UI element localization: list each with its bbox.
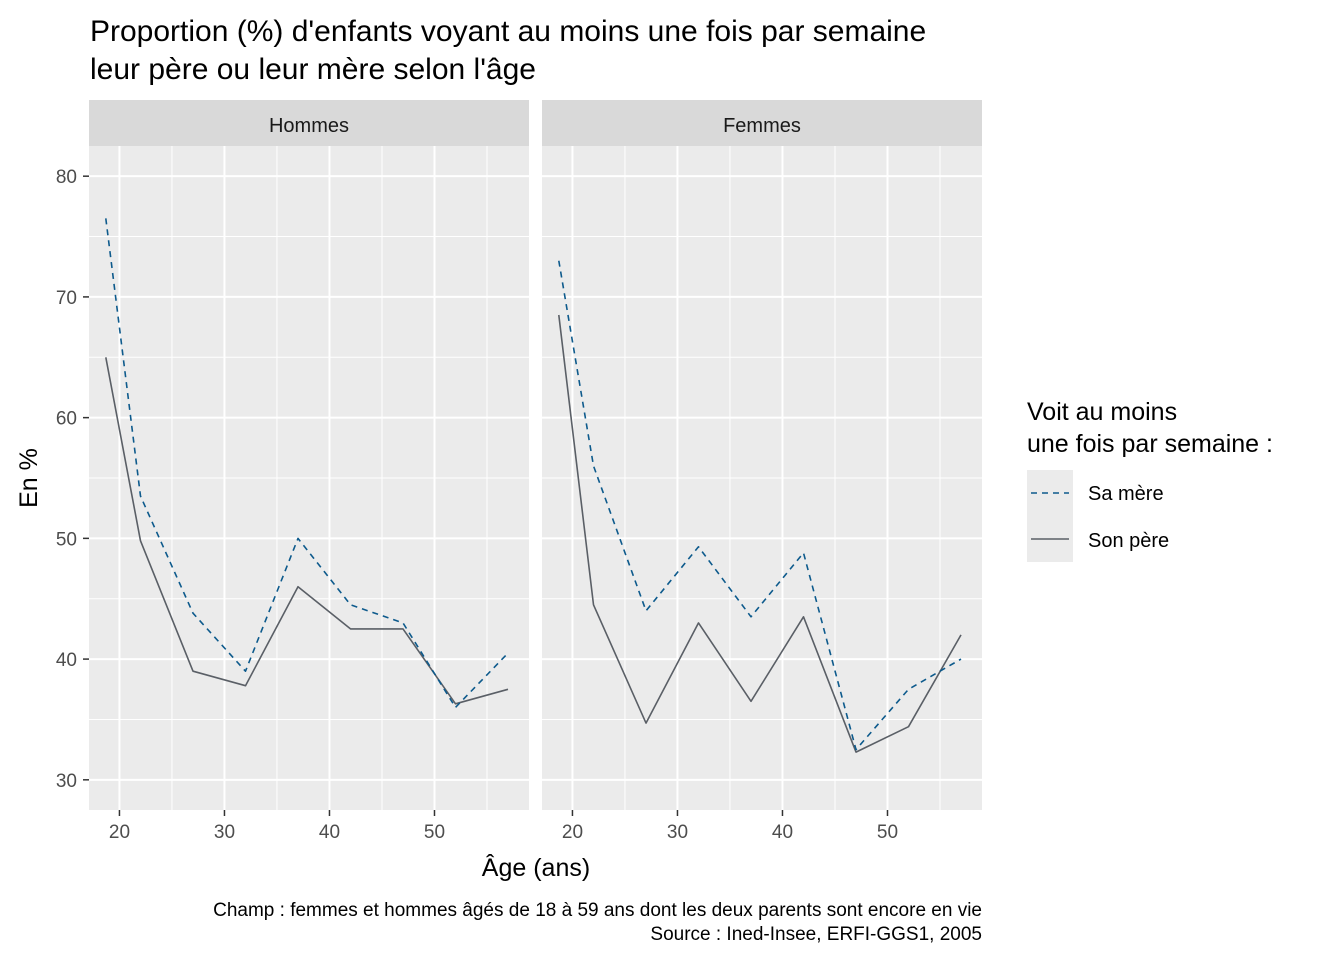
- caption-source: Source : Ined-Insee, ERFI-GGS1, 2005: [650, 924, 982, 945]
- legend-label-sa-mere: Sa mère: [1088, 483, 1164, 505]
- strip-hommes: [89, 100, 529, 146]
- y-tick-label: 50: [56, 529, 77, 550]
- y-tick-label: 60: [56, 409, 77, 430]
- series-line-son-pere-femmes: [558, 314, 962, 753]
- y-axis-title: En %: [15, 448, 43, 508]
- x-tick-label: 20: [562, 822, 583, 843]
- x-tick-label: 50: [424, 822, 445, 843]
- chart-title-line-1: Proportion (%) d'enfants voyant au moins…: [90, 15, 926, 48]
- legend: Voit au moins une fois par semaine : Sa …: [1027, 398, 1273, 562]
- strip-label-femmes: Femmes: [723, 115, 801, 137]
- x-axis-title: Âge (ans): [482, 853, 590, 882]
- legend-key-background: [1027, 470, 1073, 562]
- x-tick-label: 30: [214, 822, 235, 843]
- x-tick-label: 40: [772, 822, 793, 843]
- y-tick-label: 80: [56, 167, 77, 188]
- y-axis: 30 40 50 60 70 80: [56, 167, 89, 792]
- panels: Hommes 20 30 40 50 Femmes 20 30 40 50: [89, 100, 982, 843]
- legend-title-line-2: une fois par semaine :: [1027, 430, 1273, 458]
- legend-title-line-1: Voit au moins: [1027, 398, 1177, 426]
- series-line-sa-mere-hommes: [105, 218, 509, 709]
- legend-label-son-pere: Son père: [1088, 530, 1169, 552]
- y-tick-label: 30: [56, 771, 77, 792]
- chart-title-line-2: leur père ou leur mère selon l'âge: [90, 53, 536, 86]
- x-tick-label: 20: [109, 822, 130, 843]
- x-tick-label: 30: [667, 822, 688, 843]
- x-tick-label: 50: [877, 822, 898, 843]
- caption-champ: Champ : femmes et hommes âgés de 18 à 59…: [213, 900, 982, 921]
- series-line-sa-mere-femmes: [558, 260, 962, 751]
- strip-label-hommes: Hommes: [269, 115, 349, 137]
- strip-femmes: [542, 100, 982, 146]
- y-tick-label: 70: [56, 288, 77, 309]
- x-tick-label: 40: [319, 822, 340, 843]
- y-tick-label: 40: [56, 650, 77, 671]
- series-line-son-pere-hommes: [105, 357, 509, 705]
